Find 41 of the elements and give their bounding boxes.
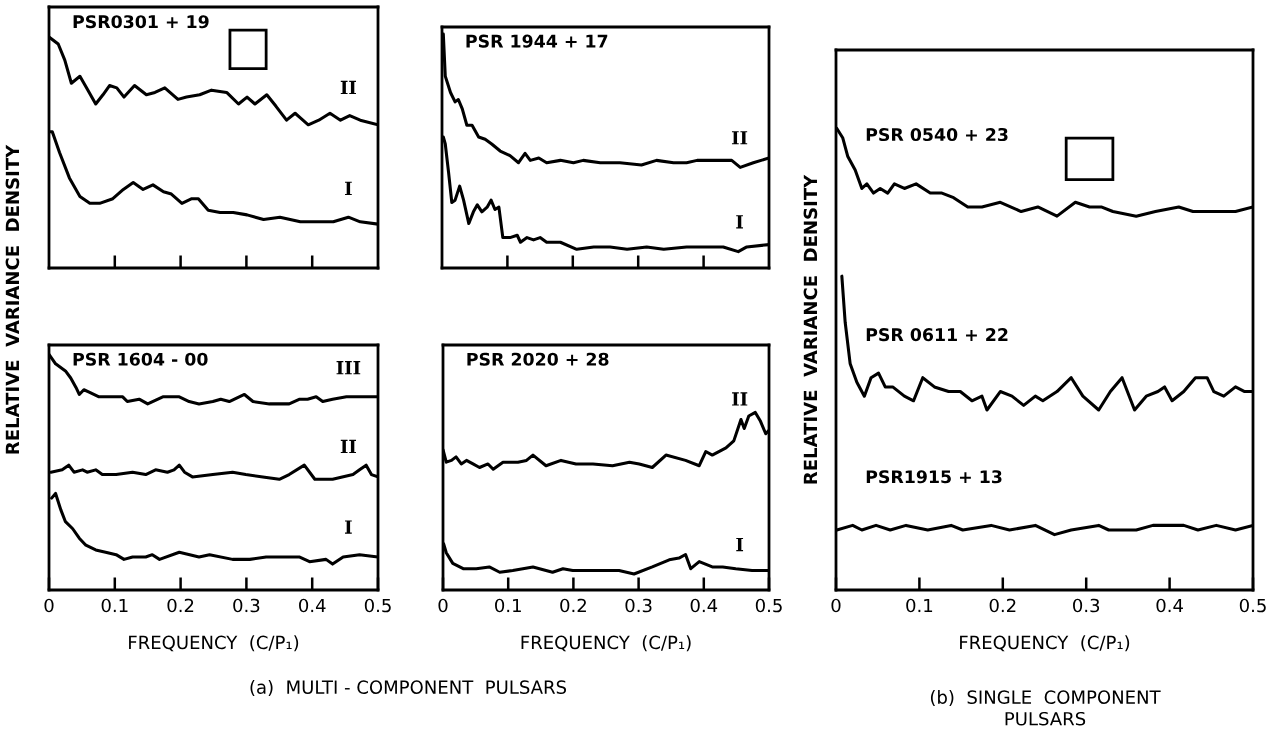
chart-title: PSR0301 + 19 bbox=[73, 15, 209, 29]
chart-title: PSR 2020 + 28 bbox=[467, 352, 609, 366]
chart-title: PSR 1604 - 00 bbox=[73, 352, 208, 366]
x-tick-label: 0.5 bbox=[1239, 598, 1266, 613]
series-label: II bbox=[732, 392, 748, 406]
series-label: II bbox=[340, 439, 357, 454]
series-label: II bbox=[731, 131, 748, 145]
text: (b) SINGLE COMPONENT PULSARS bbox=[930, 690, 1161, 726]
x-tick-label: 0.2 bbox=[167, 598, 194, 613]
x-tick-label: 0.5 bbox=[755, 598, 782, 613]
x-tick-label: 0.1 bbox=[906, 598, 933, 613]
series-label: I bbox=[736, 538, 744, 552]
x-tick-label: 0 bbox=[831, 598, 841, 613]
x-tick-label: 0.2 bbox=[989, 598, 1016, 613]
x-axis-title: FREQUENCY (C/P₁) bbox=[521, 635, 691, 652]
chart-title: PSR 1944 + 17 bbox=[466, 34, 608, 48]
x-tick-label: 0 bbox=[438, 598, 448, 613]
x-tick-label: 0.2 bbox=[560, 598, 586, 613]
x-tick-label: 0.4 bbox=[1156, 598, 1183, 613]
x-tick-label: 0.4 bbox=[299, 598, 326, 613]
x-tick-label: 0.1 bbox=[101, 598, 128, 613]
y-axis-title: RELATIVE VARIANCE DENSITY bbox=[803, 174, 818, 484]
x-tick-label: 0.4 bbox=[690, 598, 718, 613]
series-label: II bbox=[340, 80, 357, 94]
series-label: I bbox=[736, 215, 743, 229]
x-tick-label: 0.3 bbox=[233, 598, 260, 613]
series-label: I bbox=[345, 520, 352, 534]
series-label: I bbox=[345, 181, 352, 195]
text: PSR1915 + 13 bbox=[866, 470, 1002, 484]
x-tick-label: 0.3 bbox=[625, 598, 652, 613]
y-axis-title: RELATIVE VARIANCE DENSITY bbox=[5, 144, 20, 454]
x-axis-title: FREQUENCY (C/P₁) bbox=[129, 635, 299, 652]
x-tick-label: 0.5 bbox=[364, 598, 391, 613]
x-axis-title: FREQUENCY (C/P₁) bbox=[960, 635, 1130, 652]
text: (a) MULTI - COMPONENT PULSARS bbox=[250, 680, 567, 697]
x-tick-label: 0.1 bbox=[495, 598, 521, 613]
x-tick-label: 0 bbox=[44, 598, 54, 613]
series-label: III bbox=[336, 361, 361, 375]
series-label: PSR 0611 + 22 bbox=[866, 328, 1008, 342]
series-label: PSR 0540 + 23 bbox=[866, 127, 1008, 142]
x-tick-label: 0.3 bbox=[1073, 598, 1100, 613]
